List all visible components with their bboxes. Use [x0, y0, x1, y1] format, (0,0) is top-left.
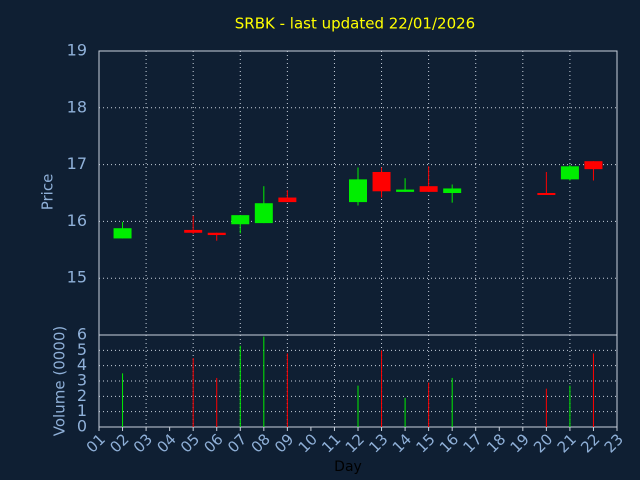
y-axis-label: Price	[39, 174, 57, 211]
candle-body	[419, 186, 438, 192]
y-tick-label: 17	[67, 154, 87, 173]
y2-tick-label: 5	[77, 340, 87, 359]
candle-body	[207, 232, 226, 236]
candle-body	[184, 229, 203, 233]
y2-tick-label: 6	[77, 325, 87, 344]
candle-body	[349, 179, 367, 203]
y-tick-label: 18	[67, 97, 87, 116]
y-tick-label: 15	[67, 268, 87, 287]
y-tick-label: 19	[67, 41, 87, 60]
candle-body	[372, 171, 391, 192]
x-axis-label: Day	[334, 459, 362, 475]
candle-body	[231, 215, 250, 225]
candle-body	[584, 161, 603, 170]
candle-body	[560, 166, 579, 180]
candle-body	[443, 188, 462, 193]
y2-tick-label: 4	[77, 355, 87, 374]
candle-body	[396, 189, 415, 192]
candle-body	[254, 203, 273, 224]
candle-body	[537, 193, 556, 195]
y-tick-label: 16	[67, 211, 87, 230]
candle-body	[113, 228, 132, 239]
y2-tick-label: 0	[77, 417, 87, 436]
y2-tick-label: 3	[77, 371, 87, 390]
chart-title: SRBK - last updated 22/01/2026	[235, 15, 475, 33]
y2-tick-label: 2	[77, 386, 87, 405]
volume-axis-label: Volume (0000)	[51, 326, 69, 436]
y2-tick-label: 1	[77, 401, 87, 420]
candle-body	[278, 197, 297, 203]
